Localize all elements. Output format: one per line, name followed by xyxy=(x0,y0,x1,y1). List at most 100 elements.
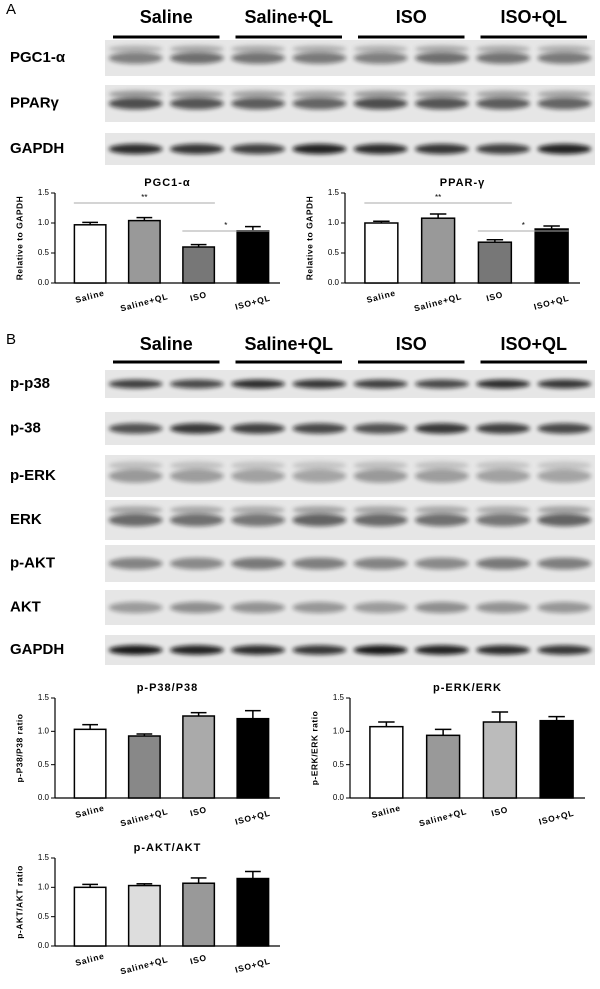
blot-band xyxy=(414,513,469,527)
blot-band xyxy=(169,506,224,514)
blot-band xyxy=(292,90,347,98)
y-tick-label: 0.0 xyxy=(333,793,345,802)
significance-label: ** xyxy=(141,193,147,202)
chart-title: PGC1-α xyxy=(144,177,190,189)
significance-label: ** xyxy=(435,193,441,202)
blot-band xyxy=(292,645,347,655)
bar xyxy=(369,725,404,799)
blot-band xyxy=(537,52,592,64)
error-bar xyxy=(548,715,565,721)
error-bar xyxy=(136,216,153,221)
error-bar xyxy=(245,225,261,231)
x-tick-label: ISO+QL xyxy=(234,293,272,312)
blot-band xyxy=(169,52,224,64)
bar xyxy=(127,884,161,947)
blot-band xyxy=(231,423,286,434)
blot-band xyxy=(231,97,286,110)
blot-band xyxy=(537,469,592,483)
bar xyxy=(182,246,216,284)
error-bar xyxy=(373,220,390,223)
blot-band xyxy=(292,143,347,155)
error-bar xyxy=(136,733,153,736)
blot-band xyxy=(414,461,469,470)
blot-band xyxy=(231,45,286,53)
y-tick-label: 0.0 xyxy=(38,278,50,287)
group-header: ISO xyxy=(396,334,427,354)
blot-band xyxy=(292,557,347,570)
blot-band xyxy=(169,601,224,614)
blot-band xyxy=(414,557,469,570)
x-tick-label: Saline+QL xyxy=(418,806,468,828)
blot-band xyxy=(231,601,286,614)
error-bar xyxy=(245,870,261,879)
blot-band xyxy=(292,97,347,110)
blot-band xyxy=(108,90,163,98)
blot-band xyxy=(476,143,531,155)
chart-title: p-AKT/AKT xyxy=(134,842,202,854)
group-header: Saline+QL xyxy=(244,7,333,27)
blot-band xyxy=(231,469,286,483)
blot-band xyxy=(537,645,592,655)
bar xyxy=(539,719,574,799)
chart-title: PPAR-γ xyxy=(440,177,486,189)
blot-band xyxy=(292,45,347,53)
chart-title: p-P38/P38 xyxy=(137,682,199,694)
blot-band xyxy=(108,645,163,655)
blot-band xyxy=(414,90,469,98)
blot-band xyxy=(476,645,531,655)
blot-band xyxy=(414,52,469,64)
y-tick-label: 1.0 xyxy=(38,882,50,891)
blot-band xyxy=(108,461,163,470)
y-axis-label: Relative to GAPDH xyxy=(14,196,24,281)
blot-label: p-AKT xyxy=(10,554,55,571)
blot-band xyxy=(108,506,163,514)
error-bar xyxy=(378,721,395,727)
blot-band xyxy=(537,601,592,614)
blot-label: GAPDH xyxy=(10,641,64,658)
blot-band xyxy=(169,557,224,570)
blot-band xyxy=(353,97,408,110)
blot-label: p-38 xyxy=(10,419,41,436)
y-tick-label: 0.0 xyxy=(328,278,340,287)
blot-band xyxy=(231,52,286,64)
blot-band xyxy=(231,557,286,570)
blot-band xyxy=(353,379,408,389)
blot-band xyxy=(476,423,531,434)
y-tick-label: 0.5 xyxy=(38,248,50,257)
blot-band xyxy=(169,379,224,389)
bar xyxy=(127,219,161,284)
blot-band xyxy=(476,45,531,53)
bar xyxy=(425,734,461,799)
blot-band xyxy=(476,557,531,570)
error-bar xyxy=(491,711,509,722)
blot-band xyxy=(476,52,531,64)
y-tick-label: 0.0 xyxy=(38,793,50,802)
blot-band xyxy=(108,601,163,614)
blot-band xyxy=(353,469,408,483)
y-tick-label: 1.5 xyxy=(38,188,50,197)
x-tick-label: ISO xyxy=(189,952,208,966)
x-tick-label: Saline+QL xyxy=(119,291,169,313)
x-tick-label: ISO xyxy=(485,289,504,303)
blot-band xyxy=(169,97,224,110)
blot-label: PGC1-α xyxy=(10,49,66,66)
significance-label: * xyxy=(224,221,227,230)
bar xyxy=(534,228,569,284)
x-tick-label: ISO+QL xyxy=(234,956,272,975)
error-bar xyxy=(543,225,560,229)
bar xyxy=(236,877,270,947)
y-tick-label: 1.5 xyxy=(38,853,50,862)
y-tick-label: 0.5 xyxy=(333,760,345,769)
blot-band xyxy=(476,379,531,389)
blot-band xyxy=(414,143,469,155)
x-tick-label: ISO xyxy=(189,804,208,818)
blot-band xyxy=(231,506,286,514)
y-tick-label: 1.0 xyxy=(38,218,50,227)
blot-band xyxy=(169,645,224,655)
bar xyxy=(182,715,216,799)
blot-band xyxy=(353,557,408,570)
blot-band xyxy=(108,379,163,389)
blot-band xyxy=(414,45,469,53)
x-tick-label: Saline+QL xyxy=(119,954,169,976)
blot-band xyxy=(353,143,408,155)
